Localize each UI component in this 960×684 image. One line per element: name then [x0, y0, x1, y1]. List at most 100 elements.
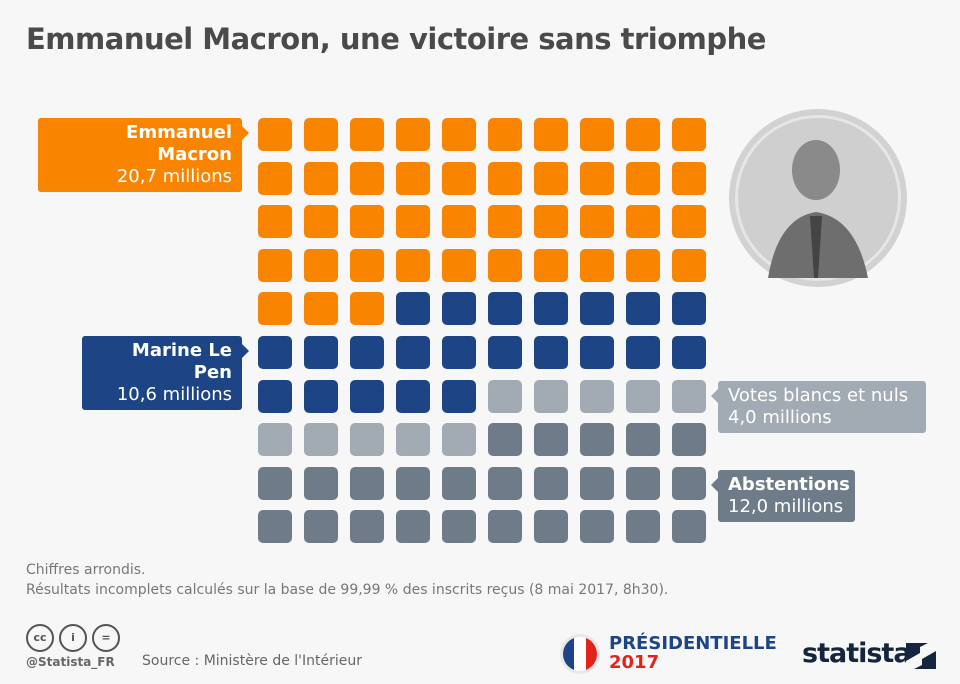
waffle-cell-emmanuel-macron [350, 205, 384, 239]
waffle-cell-marine-le-pen [534, 336, 568, 369]
waffle-cell-emmanuel-macron [672, 248, 706, 282]
label-le-pen: Marine Le Pen 10,6 millions [82, 336, 249, 410]
waffle-cell-emmanuel-macron [488, 118, 522, 151]
waffle-cell-abstentions [534, 466, 568, 500]
series-value: 10,6 millions [116, 384, 232, 405]
waffle-cell-emmanuel-macron [534, 248, 568, 282]
election-logo-line1: PRÉSIDENTIELLE [609, 633, 777, 654]
no-derivatives-icon: = [92, 624, 120, 652]
waffle-cell-marine-le-pen [350, 336, 384, 369]
waffle-cell-emmanuel-macron [396, 161, 430, 195]
waffle-cell-abstentions [626, 466, 660, 500]
waffle-cell-votes-blancs-et-nuls [626, 379, 660, 413]
waffle-cell-emmanuel-macron [350, 248, 384, 282]
waffle-cell-emmanuel-macron [258, 118, 292, 151]
waffle-cell-votes-blancs-et-nuls [488, 379, 522, 413]
waffle-cell-emmanuel-macron [626, 161, 660, 195]
waffle-cell-marine-le-pen [304, 336, 338, 369]
waffle-cell-emmanuel-macron [304, 161, 338, 195]
waffle-cell-marine-le-pen [534, 292, 568, 326]
waffle-cell-emmanuel-macron [488, 205, 522, 239]
waffle-cell-emmanuel-macron [350, 118, 384, 151]
statista-logo: statista [802, 638, 912, 669]
waffle-cell-emmanuel-macron [304, 292, 338, 326]
waffle-cell-emmanuel-macron [534, 118, 568, 151]
waffle-cell-emmanuel-macron [580, 205, 614, 239]
waffle-cell-abstentions [258, 466, 292, 500]
waffle-cell-emmanuel-macron [580, 248, 614, 282]
series-name: Abstentions [728, 474, 850, 495]
waffle-cell-emmanuel-macron [396, 205, 430, 239]
waffle-cell-emmanuel-macron [488, 248, 522, 282]
waffle-cell-marine-le-pen [672, 336, 706, 369]
waffle-cell-abstentions [580, 466, 614, 500]
waffle-cell-abstentions [534, 423, 568, 457]
waffle-cell-abstentions [442, 466, 476, 500]
series-name: Marine Le Pen [131, 340, 232, 383]
note-rounded: Chiffres arrondis. [26, 562, 146, 578]
waffle-cell-abstentions [488, 423, 522, 457]
waffle-cell-emmanuel-macron [304, 118, 338, 151]
waffle-cell-marine-le-pen [396, 336, 430, 369]
waffle-cell-emmanuel-macron [534, 205, 568, 239]
waffle-cell-emmanuel-macron [396, 248, 430, 282]
waffle-cell-votes-blancs-et-nuls [580, 379, 614, 413]
waffle-cell-abstentions [350, 466, 384, 500]
waffle-cell-abstentions [442, 510, 476, 544]
waffle-cell-emmanuel-macron [580, 161, 614, 195]
waffle-cell-marine-le-pen [258, 379, 292, 413]
twitter-handle: @Statista_FR [26, 655, 115, 669]
waffle-cell-abstentions [626, 423, 660, 457]
label-macron: Emmanuel Macron 20,7 millions [38, 118, 249, 192]
waffle-cell-votes-blancs-et-nuls [350, 423, 384, 457]
source: Source : Ministère de l'Intérieur [142, 653, 363, 669]
waffle-cell-emmanuel-macron [350, 292, 384, 326]
waffle-cell-marine-le-pen [396, 292, 430, 326]
cc-icon: cc [26, 624, 54, 652]
waffle-cell-votes-blancs-et-nuls [396, 423, 430, 457]
election-logo: PRÉSIDENTIELLE 2017 [609, 634, 777, 672]
label-abstentions: Abstentions 12,0 millions [711, 470, 855, 522]
waffle-cell-marine-le-pen [672, 292, 706, 326]
waffle-cell-emmanuel-macron [442, 248, 476, 282]
waffle-cell-emmanuel-macron [488, 161, 522, 195]
waffle-cell-votes-blancs-et-nuls [304, 423, 338, 457]
waffle-cell-abstentions [580, 423, 614, 457]
waffle-cell-abstentions [488, 510, 522, 544]
waffle-cell-marine-le-pen [580, 336, 614, 369]
waffle-cell-abstentions [672, 423, 706, 457]
page-title: Emmanuel Macron, une victoire sans triom… [26, 22, 766, 56]
waffle-cell-marine-le-pen [442, 336, 476, 369]
waffle-cell-emmanuel-macron [304, 205, 338, 239]
waffle-cell-abstentions [258, 510, 292, 544]
waffle-cell-abstentions [672, 466, 706, 500]
label-blancs-nuls: Votes blancs et nuls 4,0 millions [711, 381, 926, 433]
waffle-cell-abstentions [534, 510, 568, 544]
waffle-cell-emmanuel-macron [258, 248, 292, 282]
waffle-cell-votes-blancs-et-nuls [442, 423, 476, 457]
waffle-cell-marine-le-pen [580, 292, 614, 326]
series-name: Emmanuel Macron [126, 122, 232, 165]
waffle-cell-marine-le-pen [442, 292, 476, 326]
waffle-cell-emmanuel-macron [626, 205, 660, 239]
waffle-cell-emmanuel-macron [350, 161, 384, 195]
waffle-cell-marine-le-pen [626, 336, 660, 369]
french-flag-icon [560, 634, 600, 674]
waffle-cell-abstentions [350, 510, 384, 544]
waffle-cell-abstentions [488, 466, 522, 500]
waffle-cell-emmanuel-macron [580, 118, 614, 151]
portrait-image [729, 109, 907, 287]
waffle-cell-emmanuel-macron [442, 205, 476, 239]
attribution-icon: i [59, 624, 87, 652]
waffle-cell-votes-blancs-et-nuls [534, 379, 568, 413]
waffle-cell-emmanuel-macron [304, 248, 338, 282]
waffle-cell-abstentions [626, 510, 660, 544]
series-value: 12,0 millions [728, 496, 844, 517]
waffle-cell-emmanuel-macron [258, 205, 292, 239]
waffle-cell-emmanuel-macron [672, 118, 706, 151]
waffle-cell-emmanuel-macron [396, 118, 430, 151]
waffle-cell-votes-blancs-et-nuls [258, 423, 292, 457]
waffle-cell-abstentions [304, 510, 338, 544]
note-results: Résultats incomplets calculés sur la bas… [26, 582, 669, 598]
